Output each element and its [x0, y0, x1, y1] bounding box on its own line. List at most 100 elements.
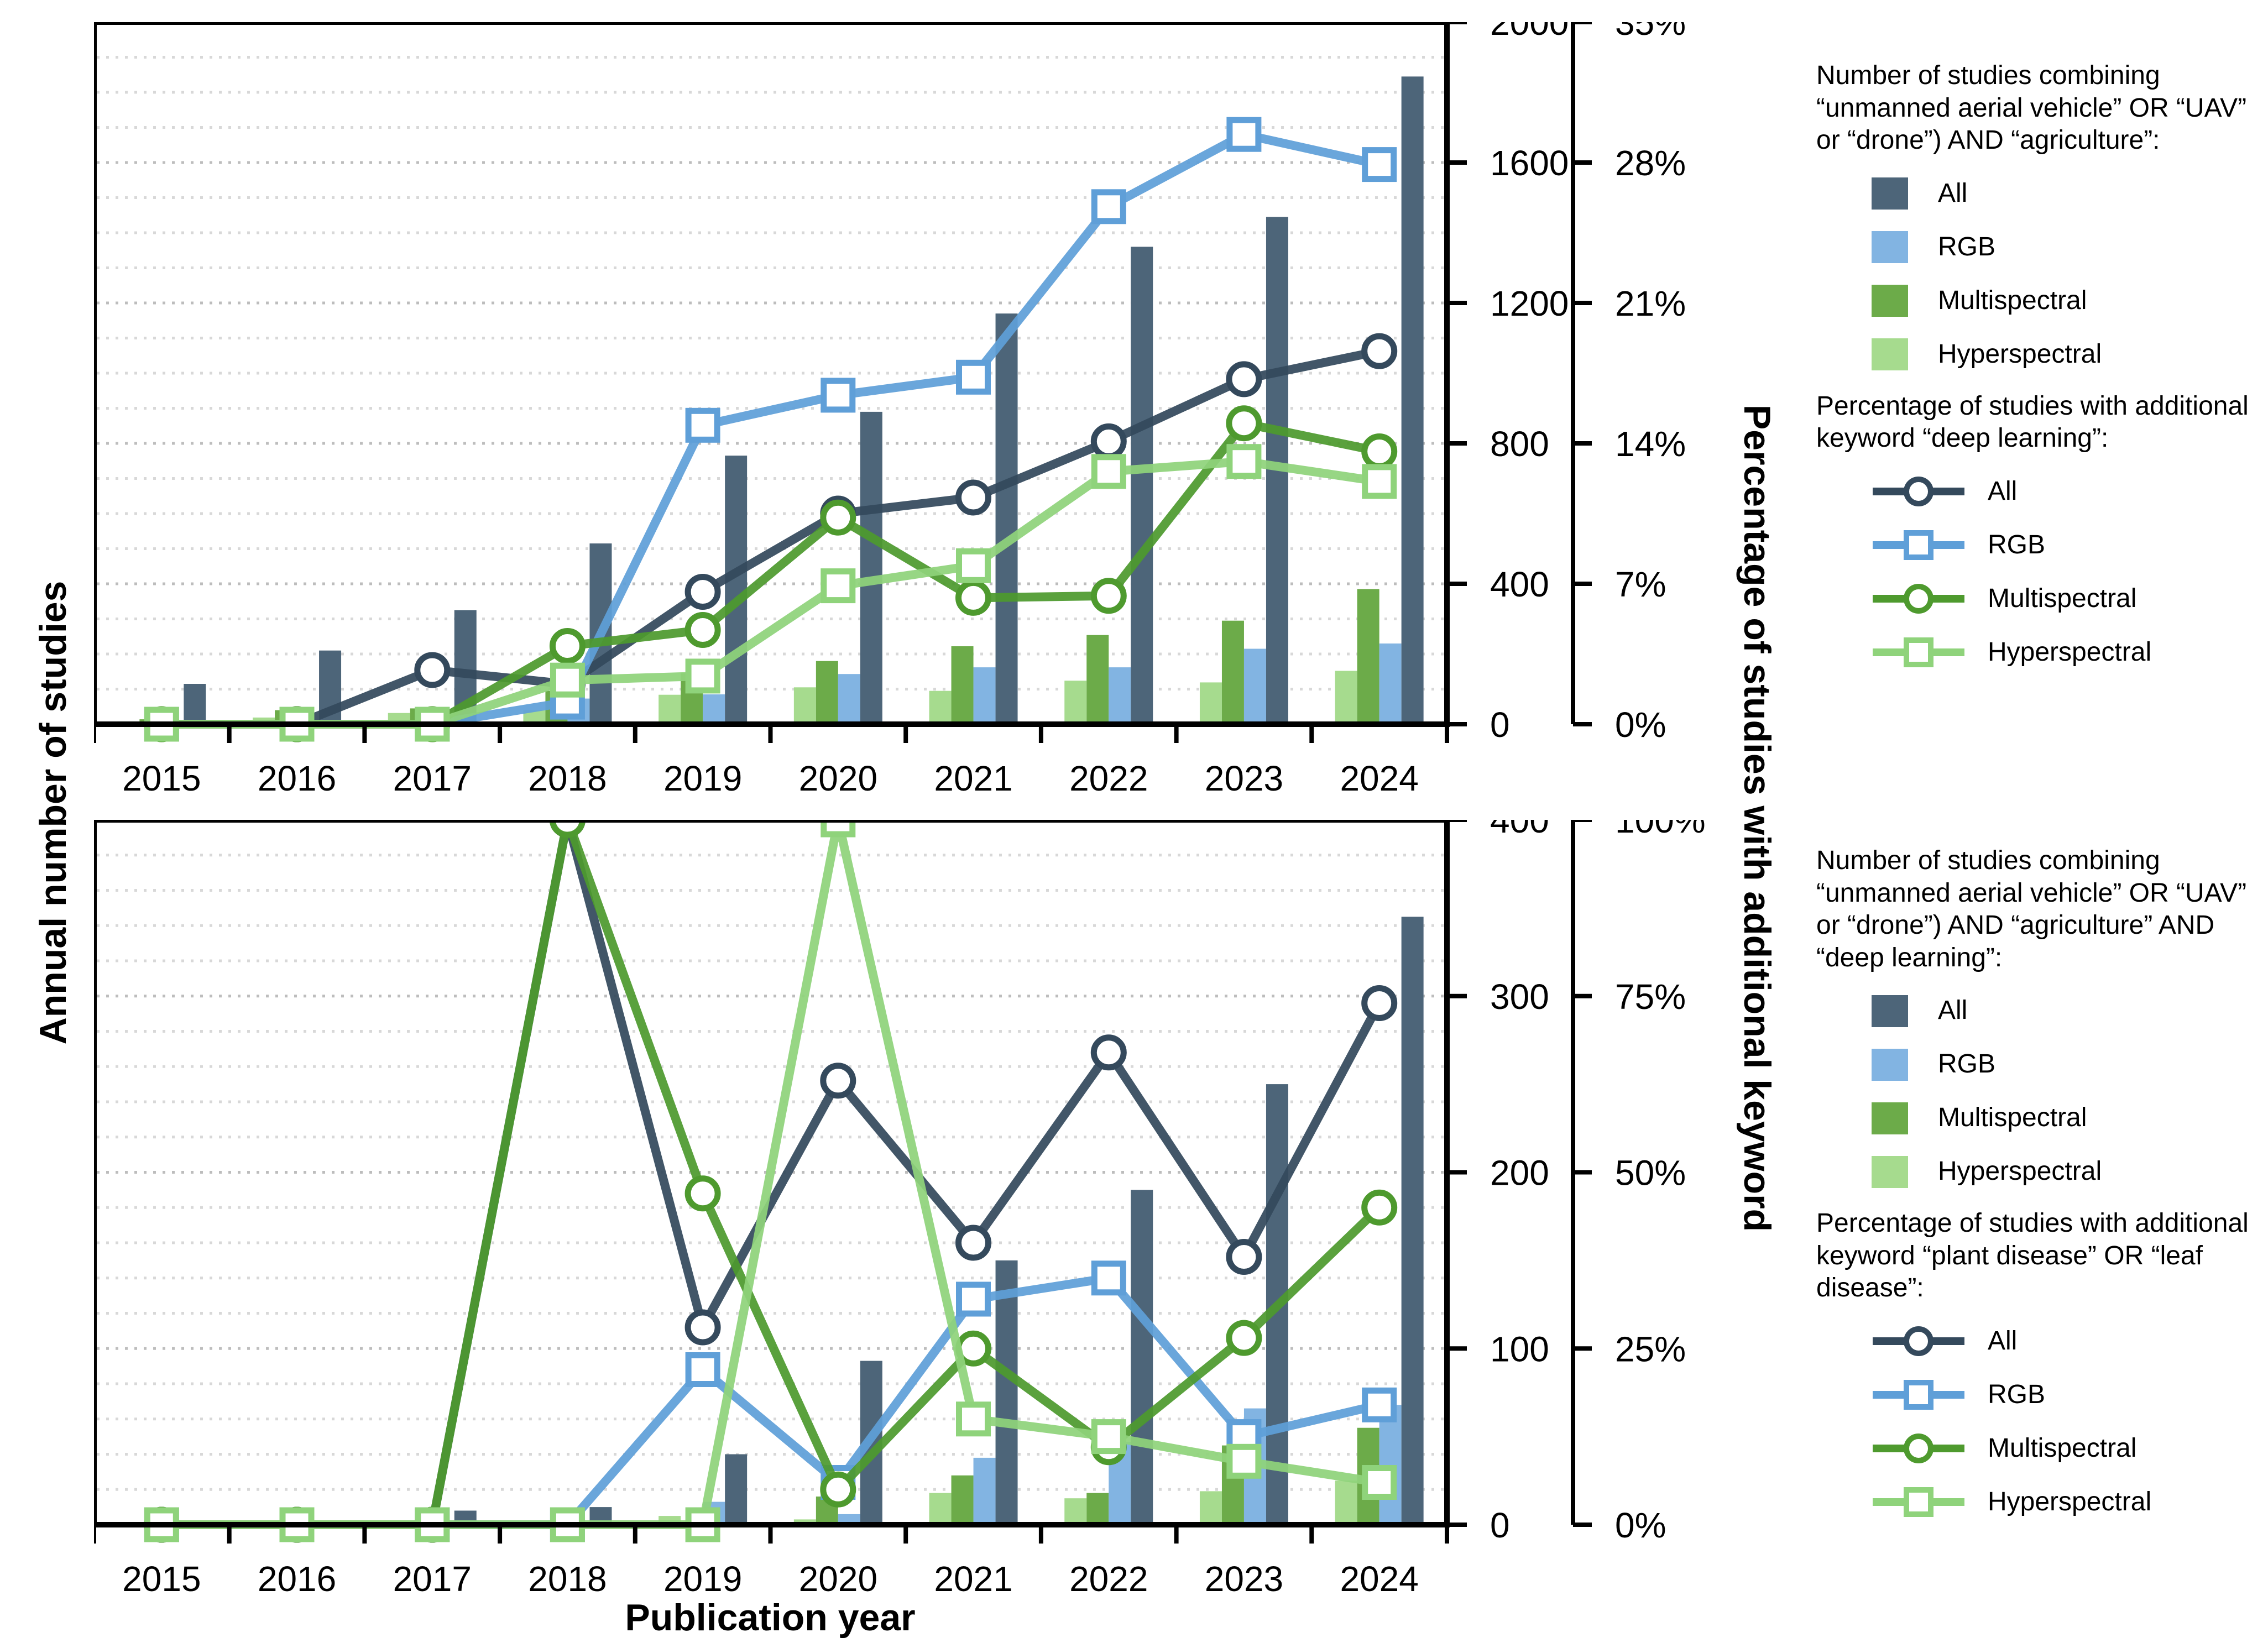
marker-All [414, 652, 451, 688]
bar-Hyperspectral [659, 694, 681, 724]
pct-tick-label: 0% [1615, 705, 1666, 745]
bar-Multispectral [1221, 620, 1244, 724]
bar-Hyperspectral [1335, 1480, 1357, 1525]
marker-All [1226, 361, 1262, 397]
marker-Multispectral [820, 499, 856, 536]
bar-Hyperspectral [929, 1493, 952, 1525]
pct-tick-label: 100% [1615, 820, 1706, 840]
bar-Hyperspectral [793, 687, 816, 724]
marker-Multispectral [1226, 405, 1262, 442]
bar-Multispectral [1357, 589, 1379, 724]
marker-Hyperspectral [685, 658, 720, 694]
count-tick-label: 400 [1490, 820, 1549, 840]
pct-tick-label: 28% [1615, 143, 1686, 183]
marker-All [684, 1309, 721, 1346]
marker-Hyperspectral [956, 548, 991, 583]
x-tick-label: 2019 [663, 758, 742, 798]
count-tick-label: 800 [1490, 424, 1549, 464]
bar-Multispectral [1086, 635, 1109, 724]
x-tick-label: 2024 [1340, 1559, 1418, 1599]
x-tick-label: 2018 [528, 758, 607, 798]
count-tick-label: 2000 [1490, 22, 1569, 43]
marker-RGB [685, 407, 720, 443]
pct-tick-label: 7% [1615, 564, 1666, 604]
marker-Multispectral [955, 579, 991, 616]
count-tick-label: 200 [1490, 1153, 1549, 1193]
line-RGB [161, 1273, 1381, 1529]
bar-All [1401, 76, 1424, 724]
bar-All [1401, 917, 1424, 1525]
bar-swatch-icon [1872, 1102, 1908, 1134]
marker-Hyperspectral [1226, 1443, 1262, 1479]
legend-line-item-multispectral: Multispectral [1872, 572, 2268, 626]
bar-swatch-icon [1872, 1155, 1908, 1188]
x-tick-label: 2024 [1340, 758, 1418, 798]
bar-Multispectral [816, 661, 838, 724]
marker-RGB [1226, 117, 1262, 152]
bar-RGB [1243, 648, 1266, 724]
bar-Multispectral [951, 1475, 974, 1525]
count-tick-label: 0 [1490, 705, 1510, 745]
marker-All [684, 574, 721, 610]
marker-All [1090, 1034, 1127, 1071]
circle-marker-icon [1873, 1326, 1964, 1357]
bar-All [995, 313, 1018, 724]
bar-RGB [703, 694, 725, 724]
x-tick-label: 2018 [528, 1559, 607, 1599]
bar-swatch-icon [1872, 995, 1908, 1027]
bar-All [860, 411, 882, 724]
marker-Multispectral [684, 612, 721, 648]
count-tick-label: 0 [1490, 1505, 1510, 1545]
legend-line-item-all: All [1872, 1315, 2268, 1368]
y-axis-title-left: Annual number of studies [32, 580, 74, 1045]
legend-line-item-multispectral: Multispectral [1872, 1422, 2268, 1476]
legend-bar-item-rgb: RGB [1872, 221, 2268, 274]
legend-line-item-all: All [1872, 465, 2268, 519]
x-axis-title: Publication year [625, 1597, 916, 1639]
marker-Multispectral [549, 820, 586, 838]
bar-RGB [973, 1457, 996, 1525]
marker-Multispectral [1226, 1320, 1262, 1356]
legend-bottom-line-items: All RGB Multispectral Hyperspectral [1816, 1315, 2268, 1529]
bar-RGB [1379, 643, 1402, 724]
pct-tick-label: 0% [1615, 1505, 1666, 1545]
square-marker-icon [1873, 530, 1964, 561]
x-tick-label: 2020 [799, 758, 877, 798]
marker-All [955, 1225, 991, 1261]
bar-All [995, 1260, 1018, 1525]
legend-top: Number of studies combining “unmanned ae… [1816, 60, 2268, 679]
legend-item-label: Multispectral [1988, 1434, 2137, 1463]
circle-marker-icon [1873, 477, 1964, 507]
bar-Hyperspectral [1064, 681, 1087, 724]
bar-swatch-icon [1872, 1048, 1908, 1081]
x-tick-label: 2020 [799, 1559, 877, 1599]
marker-RGB [1091, 189, 1126, 224]
bottom-chart: 2015 2016 2017 2018 2019 2020 2021 2022 2023 2024… [94, 820, 1706, 1599]
legend-bar-item-rgb: RGB [1872, 1038, 2268, 1091]
square-marker-icon [1873, 1380, 1964, 1410]
bar-swatch-icon [1872, 338, 1908, 371]
count-tick-label: 400 [1490, 564, 1549, 604]
marker-Multispectral [684, 1175, 721, 1212]
square-marker-icon [1873, 637, 1964, 668]
legend-line-item-rgb: RGB [1872, 519, 2268, 572]
legend-bar-item-all: All [1872, 167, 2268, 221]
y-axis-title-right: Percentage of studies with additional ke… [1736, 404, 1778, 1232]
marker-RGB [1091, 1260, 1126, 1296]
pct-tick-label: 25% [1615, 1329, 1686, 1369]
square-marker-icon [1873, 1487, 1964, 1518]
bar-All [184, 684, 206, 724]
marker-Hyperspectral [1226, 444, 1262, 479]
x-tick-label: 2015 [122, 1559, 201, 1599]
marker-All [1090, 423, 1127, 459]
legend-bar-item-multispectral: Multispectral [1872, 274, 2268, 328]
legend-item-label: RGB [1938, 232, 1996, 261]
legend-line-item-hyperspectral: Hyperspectral [1872, 1476, 2268, 1529]
legend-item-label: Hyperspectral [1988, 1487, 2152, 1517]
bar-All [725, 1454, 748, 1525]
bar-Hyperspectral [1199, 1491, 1222, 1525]
bar-All [1131, 247, 1153, 724]
marker-RGB [956, 359, 991, 395]
marker-Hyperspectral [956, 1401, 991, 1437]
